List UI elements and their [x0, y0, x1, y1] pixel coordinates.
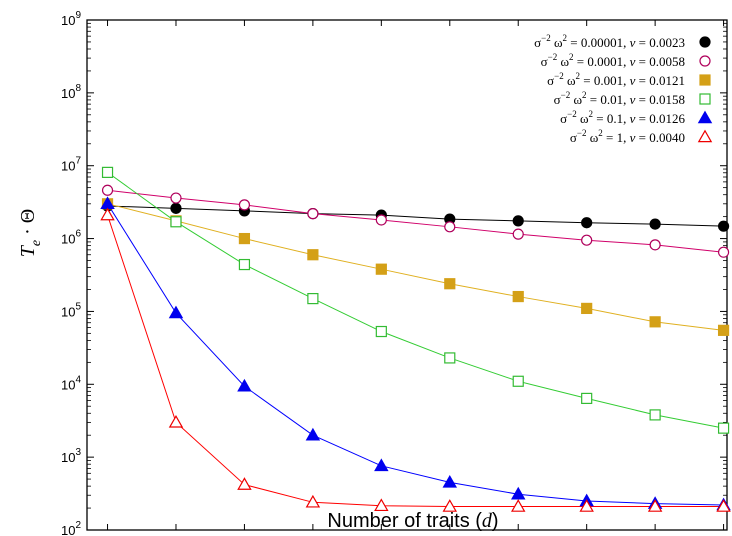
legend-marker — [697, 110, 713, 124]
data-point-series-4 — [512, 375, 524, 387]
legend-marker — [699, 55, 711, 67]
data-point-series-2 — [717, 246, 730, 258]
data-point-series-1 — [717, 220, 730, 232]
y-tick-label: 109 — [61, 10, 81, 28]
data-point-series-4 — [375, 325, 387, 338]
data-point-series-1 — [512, 215, 524, 227]
data-point-series-6 — [168, 414, 184, 428]
data-point-series-4 — [307, 292, 319, 305]
data-point-series-2 — [444, 221, 456, 233]
data-point-series-1 — [170, 202, 182, 214]
series-line-4 — [107, 171, 724, 429]
data-point-series-6 — [647, 499, 663, 512]
y-tick-label: 102 — [61, 520, 81, 536]
legend-marker — [699, 36, 711, 48]
data-point-series-3 — [717, 324, 730, 336]
data-point-series-1 — [581, 217, 593, 229]
series-line-2 — [107, 189, 724, 253]
data-point-series-3 — [649, 316, 661, 328]
legend-marker — [699, 93, 711, 105]
data-point-series-6 — [305, 494, 321, 508]
data-point-series-6 — [100, 207, 115, 221]
plot-border — [86, 19, 728, 531]
data-point-series-6 — [579, 499, 594, 512]
y-tick-label: 105 — [61, 301, 81, 319]
data-point-series-6 — [237, 477, 252, 490]
series-line-1 — [107, 205, 724, 227]
data-point-series-2 — [170, 192, 182, 204]
data-point-series-6 — [510, 499, 526, 512]
data-point-series-6 — [442, 499, 458, 512]
data-point-series-4 — [238, 258, 251, 271]
axes: 12345678910102103104105106107108109 — [61, 10, 728, 536]
data-point-series-2 — [307, 208, 319, 220]
legend: σ−2 ω2 = 0.00001, v = 0.0023 σ−2 ω2 = 0.0… — [534, 33, 713, 145]
series-markers — [100, 166, 731, 512]
data-point-series-4 — [170, 216, 182, 228]
data-point-series-2 — [238, 199, 251, 211]
legend-entry-label: σ−2 ω2 = 0.001, v = 0.0121 — [547, 71, 685, 88]
data-point-series-3 — [581, 302, 593, 315]
data-point-series-4 — [101, 166, 114, 178]
data-point-series-3 — [238, 232, 251, 245]
data-point-series-5 — [442, 474, 458, 488]
data-point-series-2 — [101, 184, 114, 196]
legend-entry-label: σ−2 ω2 = 0.01, v = 0.0158 — [554, 90, 685, 107]
data-point-series-2 — [649, 239, 661, 251]
y-tick-label: 108 — [61, 83, 81, 101]
data-point-series-5 — [374, 458, 389, 472]
data-point-series-5 — [510, 486, 526, 500]
y-tick-label: 106 — [61, 229, 81, 247]
legend-entry-label: σ−2 ω2 = 0.1, v = 0.0126 — [560, 109, 685, 126]
data-point-series-1 — [649, 218, 661, 230]
data-point-series-3 — [444, 278, 456, 290]
legend-marker — [699, 74, 711, 86]
data-point-series-4 — [444, 352, 456, 364]
data-point-series-6 — [716, 499, 731, 512]
data-point-series-2 — [512, 228, 524, 240]
legend-entry-label: σ−2 ω2 = 0.00001, v = 0.0023 — [534, 33, 685, 50]
data-point-series-4 — [649, 409, 661, 421]
data-point-series-2 — [375, 214, 387, 226]
series-line-6 — [107, 214, 724, 508]
legend-entry-label: σ−2 ω2 = 0.0001, v = 0.0058 — [541, 52, 685, 69]
data-point-series-2 — [581, 234, 593, 246]
y-tick-label: 107 — [61, 156, 81, 174]
data-point-series-5 — [305, 427, 321, 441]
data-point-series-5 — [237, 378, 252, 392]
series-lines — [107, 171, 724, 508]
data-point-series-3 — [307, 249, 319, 261]
y-axis-label: Te · Θ — [17, 209, 44, 257]
data-point-series-6 — [374, 498, 389, 512]
legend-marker — [697, 129, 713, 143]
data-point-series-4 — [581, 392, 593, 405]
data-point-series-3 — [512, 290, 524, 303]
series-line-3 — [107, 203, 724, 331]
data-point-series-3 — [375, 263, 387, 275]
x-axis-label: Number of traits (d) — [327, 510, 498, 532]
y-tick-label: 103 — [61, 447, 81, 465]
data-point-series-5 — [168, 305, 184, 319]
data-point-series-4 — [717, 422, 730, 434]
y-tick-label: 104 — [61, 374, 81, 392]
legend-entry-label: σ−2 ω2 = 1, v = 0.0040 — [570, 128, 685, 145]
series-line-5 — [107, 203, 724, 506]
